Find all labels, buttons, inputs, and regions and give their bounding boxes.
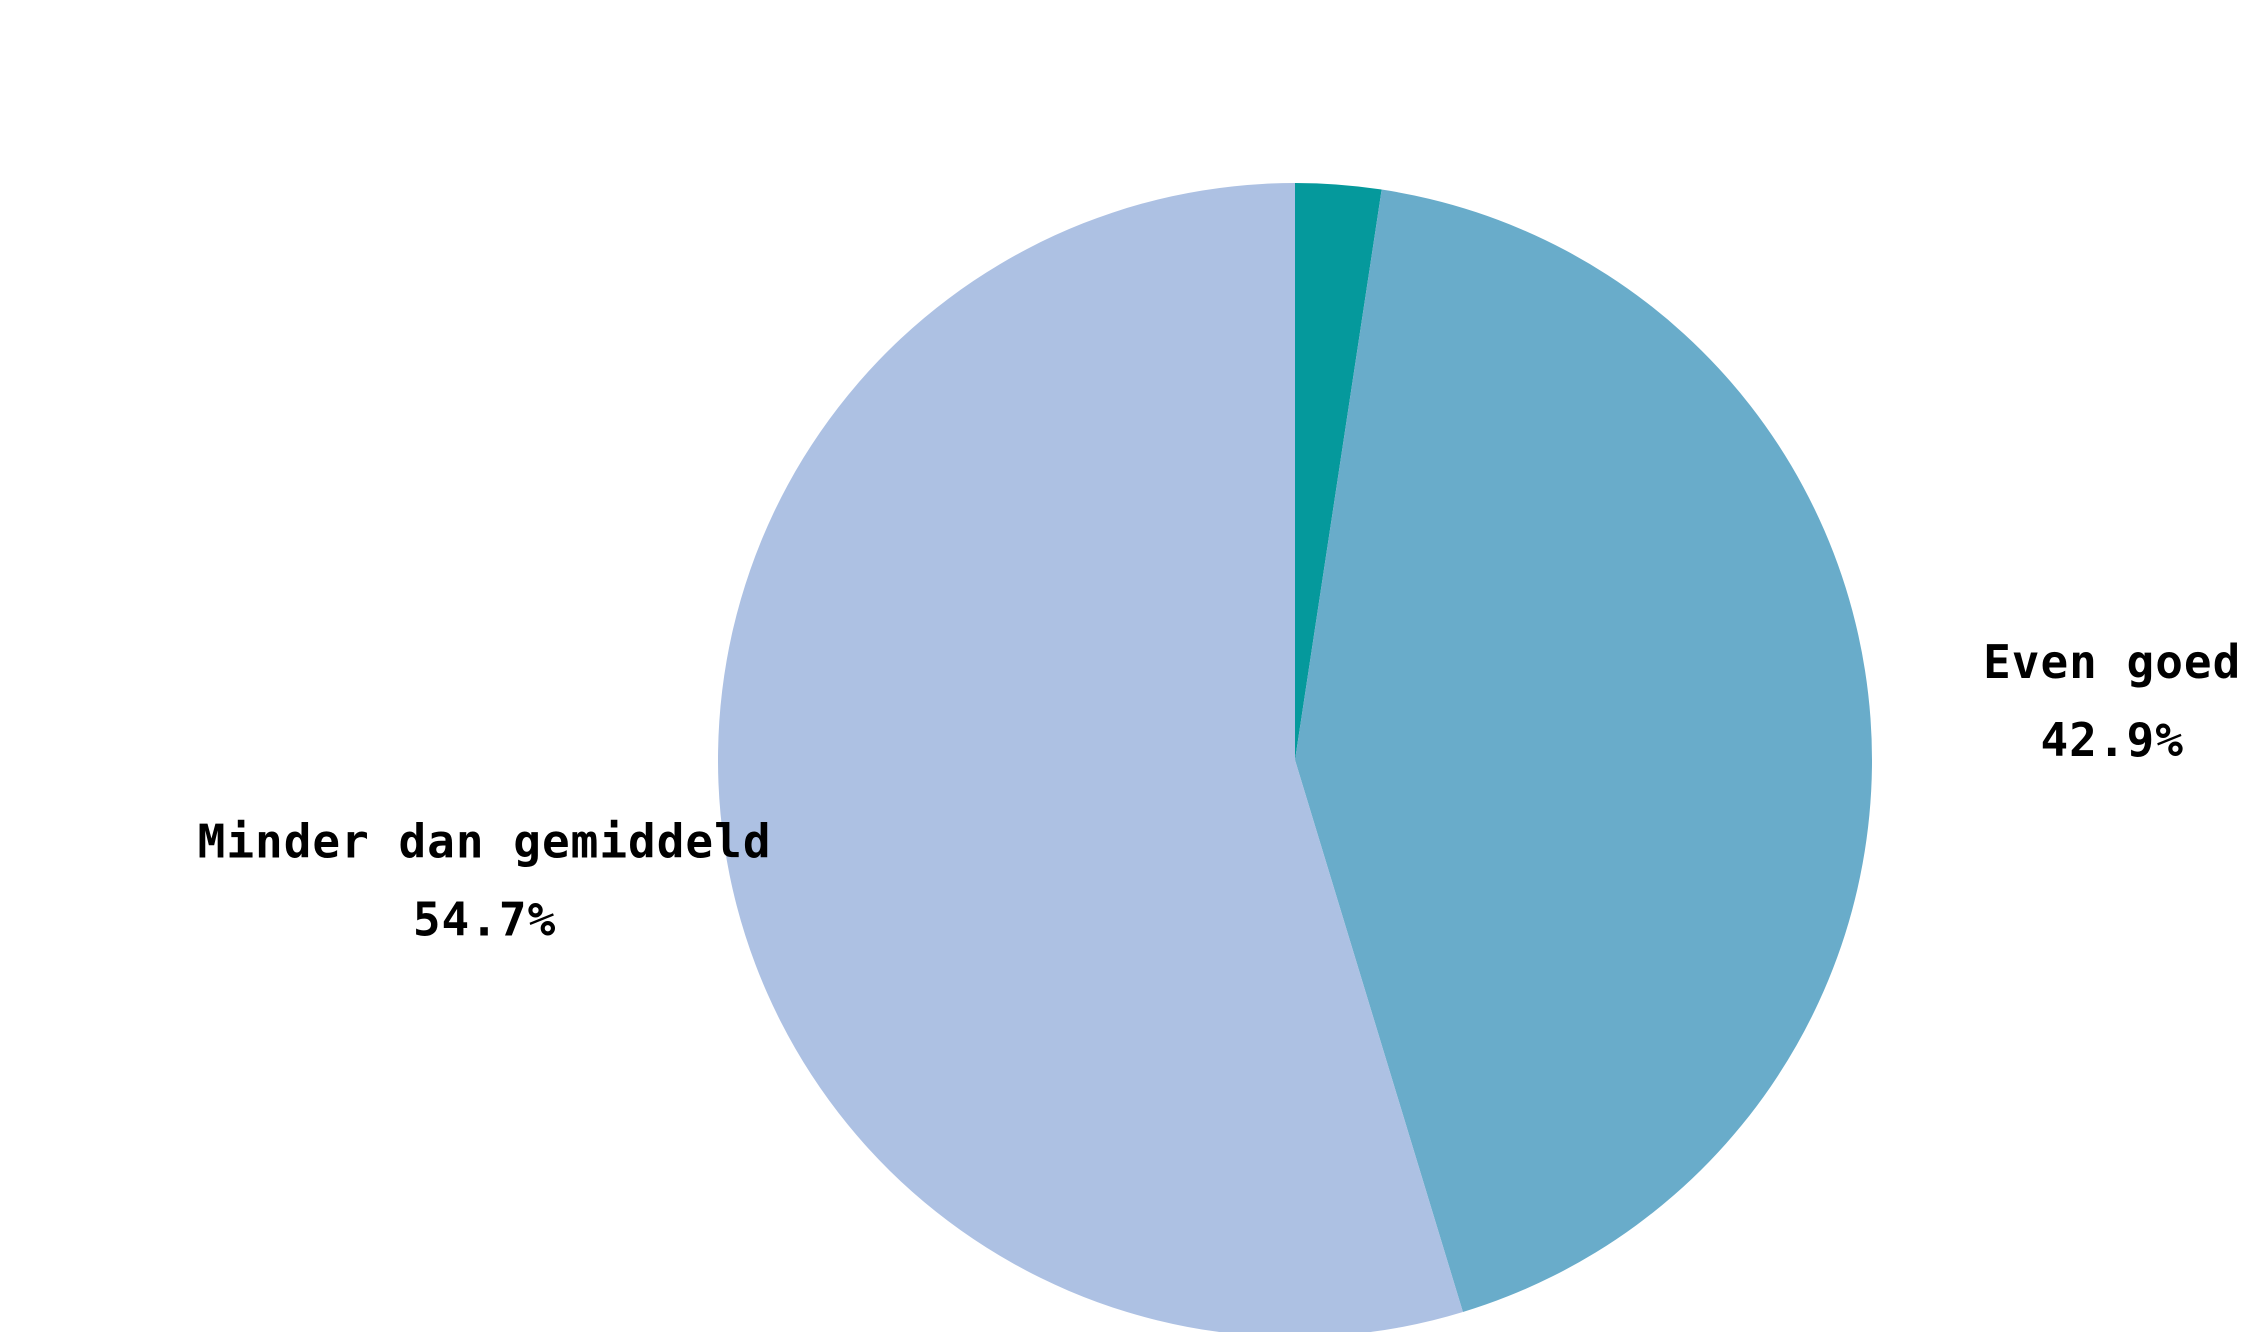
slice-label-minder-dan-gemiddeld: Minder dan gemiddeld: [198, 815, 772, 869]
slice-value-minder-dan-gemiddeld: 54.7%: [413, 893, 556, 947]
pie-labels: Beter dan gemiddeld2.4%Even goed42.9%Min…: [198, 0, 2241, 947]
pie-slice-beter-dan-gemiddeld: [1295, 183, 1382, 760]
slice-label-even-goed: Even goed: [1983, 635, 2241, 689]
pie-slice-even-goed: [1295, 189, 1872, 1313]
pie-slice-minder-dan-gemiddeld: [718, 183, 1463, 1332]
slice-value-even-goed: 42.9%: [2040, 713, 2183, 767]
pie-slices: [718, 183, 1872, 1332]
slice-value-beter-dan-gemiddeld: 2.4%: [1299, 0, 1414, 9]
